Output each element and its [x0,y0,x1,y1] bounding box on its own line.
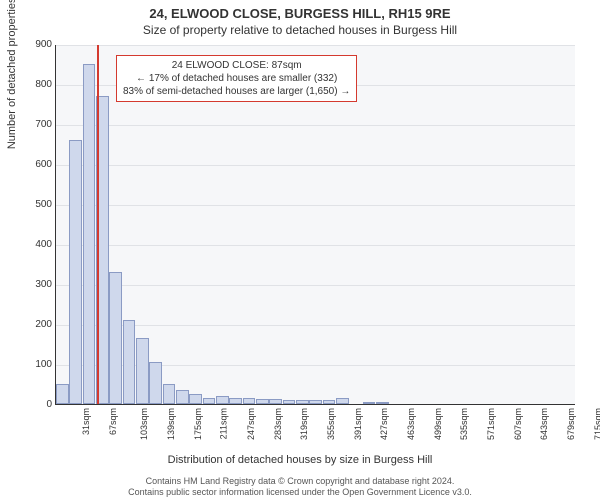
y-tick-label: 300 [12,280,52,290]
histogram-bar [229,398,242,404]
gridline [56,125,575,126]
histogram-bar [296,400,309,404]
histogram-bar [243,398,256,404]
histogram-bar [69,140,82,404]
y-tick-label: 800 [12,80,52,90]
histogram-bar [336,398,349,404]
x-tick-label: 679sqm [566,408,576,440]
y-tick-label: 500 [12,200,52,210]
marker-line [97,45,99,404]
gridline [56,285,575,286]
histogram-bar [109,272,122,404]
gridline [56,45,575,46]
histogram-bar [136,338,149,404]
histogram-bar [149,362,162,404]
y-tick-label: 400 [12,240,52,250]
y-tick-label: 0 [12,400,52,410]
annotation-line2: ← 17% of detached houses are smaller (33… [123,72,350,85]
x-tick-label: 715sqm [593,408,600,440]
histogram-bar [163,384,176,404]
chart-title-line1: 24, ELWOOD CLOSE, BURGESS HILL, RH15 9RE [0,0,600,21]
x-axis-label: Distribution of detached houses by size … [0,454,600,466]
chart-title-line2: Size of property relative to detached ho… [0,21,600,37]
plot-area: 31sqm67sqm103sqm139sqm175sqm211sqm247sqm… [55,45,575,405]
x-tick-label: 319sqm [299,408,309,440]
x-tick-label: 31sqm [81,408,91,435]
x-tick-label: 247sqm [246,408,256,440]
gridline [56,205,575,206]
x-tick-label: 427sqm [379,408,389,440]
y-tick-label: 900 [12,40,52,50]
histogram-bar [376,402,389,404]
histogram-bar [216,396,229,404]
y-tick-label: 200 [12,320,52,330]
y-tick-label: 600 [12,160,52,170]
x-tick-label: 391sqm [353,408,363,440]
chart-container: 24, ELWOOD CLOSE, BURGESS HILL, RH15 9RE… [0,0,600,500]
x-tick-label: 571sqm [486,408,496,440]
x-tick-label: 139sqm [166,408,176,440]
histogram-bar [283,400,296,404]
annotation-line3: 83% of semi-detached houses are larger (… [123,85,350,98]
histogram-bar [269,399,282,404]
gridline [56,165,575,166]
annotation-line1: 24 ELWOOD CLOSE: 87sqm [123,59,350,72]
annotation-box: 24 ELWOOD CLOSE: 87sqm← 17% of detached … [116,55,357,102]
y-tick-label: 100 [12,360,52,370]
footer-line2: Contains public sector information licen… [0,487,600,498]
histogram-bar [83,64,96,404]
x-tick-label: 499sqm [433,408,443,440]
footer-text: Contains HM Land Registry data © Crown c… [0,476,600,498]
histogram-bar [309,400,322,404]
y-tick-label: 700 [12,120,52,130]
histogram-bar [123,320,136,404]
gridline [56,245,575,246]
x-tick-label: 211sqm [219,408,229,439]
x-tick-label: 355sqm [326,408,336,440]
histogram-bar [189,394,202,404]
x-tick-label: 535sqm [459,408,469,440]
x-tick-label: 607sqm [513,408,523,440]
histogram-bar [176,390,189,404]
x-tick-label: 463sqm [406,408,416,440]
x-tick-label: 103sqm [139,408,149,440]
histogram-bar [256,399,269,404]
x-tick-label: 283sqm [273,408,283,440]
histogram-bar [363,402,376,404]
histogram-bar [56,384,69,404]
x-tick-label: 175sqm [193,408,203,440]
footer-line1: Contains HM Land Registry data © Crown c… [0,476,600,487]
histogram-bar [323,400,336,404]
x-tick-label: 643sqm [539,408,549,440]
x-tick-label: 67sqm [108,408,118,435]
histogram-bar [203,398,216,404]
